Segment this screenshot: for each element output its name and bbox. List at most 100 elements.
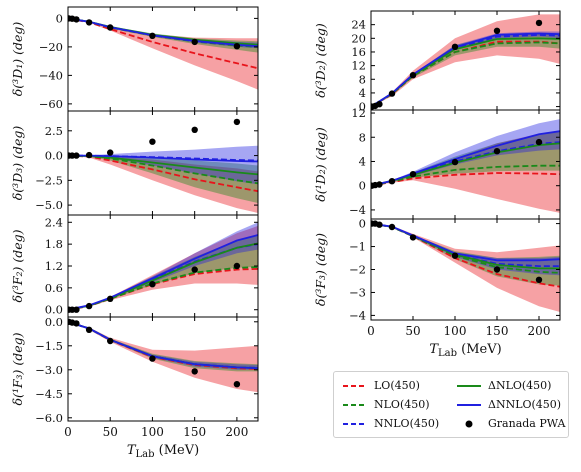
x-axis-label-subscript: Lab <box>438 348 457 359</box>
x-tick-label: 200 <box>225 425 248 439</box>
y-tick-label: 0.6 <box>45 281 63 295</box>
legend-swatch-delta-nnlo <box>457 404 481 406</box>
y-tick-label: −4 <box>349 308 366 322</box>
y-tick-label: 0.0 <box>45 303 63 317</box>
y-tick-label: 1.8 <box>45 237 63 251</box>
legend-swatch-lo <box>343 385 367 387</box>
y-axis-label: δ(³D₃) (deg) <box>10 126 25 201</box>
y-tick-label: −2 <box>349 263 366 277</box>
data-point <box>149 355 156 362</box>
x-tick-label: 150 <box>183 425 206 439</box>
panel-7: 0 50 100 150 200 0.0 −1.5 −3.0 −4.5 −6.0 δ(¹F₃) (d… <box>10 315 259 460</box>
plot-area <box>371 14 560 110</box>
y-tick-label: −3.0 <box>35 363 63 377</box>
y-tick-label: 8 <box>359 130 366 144</box>
y-tick-label: −2.5 <box>35 173 63 187</box>
y-tick-label: 0 <box>359 217 366 231</box>
y-tick-label: 0 <box>359 179 366 193</box>
y-tick-label: −5.0 <box>35 198 63 212</box>
data-point <box>191 368 198 375</box>
plot-area <box>68 15 258 90</box>
data-point <box>376 101 383 108</box>
x-tick-label: 50 <box>103 425 118 439</box>
data-point <box>493 27 501 34</box>
band-nlo-450 <box>68 155 258 204</box>
legend-swatch-nnlo <box>343 423 367 425</box>
band-lo-450 <box>68 18 258 90</box>
band-lo-450 <box>371 14 560 107</box>
x-tick-label: 200 <box>528 324 551 338</box>
y-axis-label: δ(¹F₃) (deg) <box>10 332 25 405</box>
y-tick-label: 12 <box>351 106 366 120</box>
data-point <box>451 158 459 166</box>
data-point <box>535 19 543 27</box>
legend-swatch-nlo <box>343 404 367 406</box>
data-point <box>493 148 501 155</box>
data-point <box>409 234 417 241</box>
band-nnlo-450 <box>371 119 560 186</box>
data-point <box>191 266 198 273</box>
legend-label-delta-nlo: ΔNLO(450) <box>488 379 552 392</box>
data-point <box>73 306 80 313</box>
panel-4: −4 0 4 8 12 δ(¹D₂) (deg) <box>313 106 561 220</box>
band-nnlo-450 <box>68 222 258 310</box>
x-axis-label-unit: (MeV) <box>457 342 502 357</box>
y-tick-label: 16 <box>351 45 366 59</box>
data-point <box>85 302 93 310</box>
data-point <box>376 221 383 228</box>
axes-frame <box>67 316 259 422</box>
band-lo-450 <box>68 321 258 393</box>
x-tick-label: 50 <box>405 324 420 338</box>
data-point <box>233 43 241 50</box>
data-point <box>73 320 80 327</box>
y-tick-label: −1.5 <box>35 339 63 353</box>
panel-6: 0 50 100 150 200 0 −1 −2 −3 −4 δ(³F₃) (deg) TLab (M… <box>313 217 561 359</box>
y-tick-label: 2.5 <box>45 124 63 138</box>
band-nnlo-450 <box>371 223 560 276</box>
plot-area <box>68 118 258 213</box>
y-tick-label: −1 <box>349 240 366 254</box>
data-point <box>451 43 459 50</box>
y-tick-label: 4 <box>359 154 366 168</box>
x-axis-label-symbol: T <box>429 342 439 357</box>
data-point <box>535 276 543 283</box>
plot-area <box>68 318 258 393</box>
data-point <box>451 252 459 259</box>
y-tick-label: −4 <box>349 203 366 217</box>
band-lo-450 <box>371 223 560 312</box>
y-tick-label: −40 <box>39 68 63 82</box>
x-tick-label: 0 <box>64 425 72 439</box>
data-point <box>73 16 80 23</box>
panel-1: 0 −20 −40 −60 δ(³D₁) (deg) <box>10 6 259 112</box>
x-tick-label: 100 <box>444 324 467 338</box>
x-axis-label-unit: (MeV) <box>155 443 200 458</box>
legend-label-nnlo: NNLO(450) <box>374 417 440 430</box>
legend: LO(450) NLO(450) NNLO(450) ΔNLO(450) ΔNN… <box>333 371 569 438</box>
band-nlo-450 <box>68 321 258 372</box>
y-tick-label: 0 <box>56 11 63 25</box>
data-point <box>191 126 198 133</box>
y-axis-label: δ(³F₂) (deg) <box>10 229 25 302</box>
y-tick-label: −4.5 <box>35 387 63 401</box>
y-tick-label: 20 <box>351 31 366 45</box>
y-tick-label: 2.4 <box>45 215 63 229</box>
legend-label-granada: Granada PWA <box>488 417 566 430</box>
x-tick-label: 100 <box>141 425 164 439</box>
data-point <box>107 24 114 31</box>
legend-label-nlo: NLO(450) <box>374 398 430 411</box>
y-tick-label: 1.2 <box>45 259 63 273</box>
panel-3: 2.5 0.0 −2.5 −5.0 δ(³D₃) (deg) <box>10 110 259 216</box>
legend-swatch-granada <box>465 420 473 428</box>
y-axis-label: δ(¹D₂) (deg) <box>313 127 328 202</box>
data-point <box>376 181 383 188</box>
data-point <box>149 281 156 288</box>
data-point <box>107 337 114 345</box>
line-nlo-450 <box>371 41 560 108</box>
data-point <box>493 266 501 273</box>
data-point <box>85 19 93 26</box>
y-axis-label: δ(³D₁) (deg) <box>10 22 25 97</box>
legend-label-lo: LO(450) <box>374 379 420 392</box>
data-point <box>85 151 93 159</box>
data-point <box>535 138 543 146</box>
panel-5: 0.0 0.6 1.2 1.8 2.4 δ(³F₂) (deg) <box>10 214 259 318</box>
